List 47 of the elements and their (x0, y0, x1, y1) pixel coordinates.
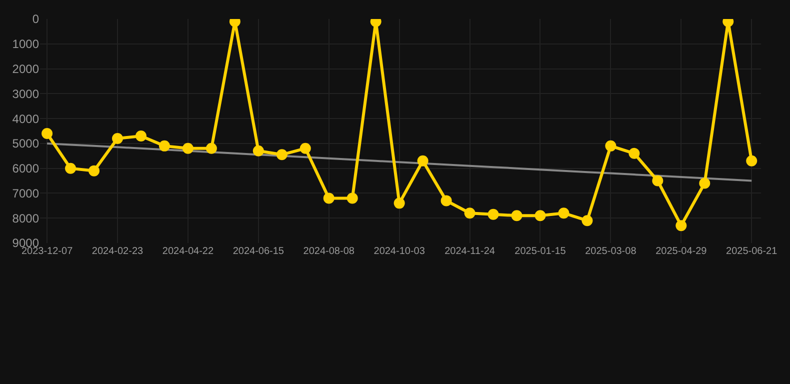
y-tick-label: 4000 (12, 112, 40, 126)
x-tick-label: 2025-03-08 (585, 246, 637, 257)
point (534, 210, 546, 222)
point (488, 208, 499, 220)
y-tick-label: 0 (32, 12, 40, 26)
x-tick-label: 2024-04-22 (162, 246, 214, 257)
point (440, 195, 452, 206)
y-tick-label: 1000 (12, 37, 40, 52)
x-tick-label: 2024-08-08 (303, 246, 355, 257)
point (464, 208, 476, 219)
point (42, 128, 53, 139)
x-tick-label: 2024-06-15 (232, 246, 284, 257)
y-tick-label: 2000 (12, 62, 40, 76)
point (699, 178, 710, 189)
point (112, 132, 123, 144)
point (346, 192, 358, 204)
y-tick-label: 3000 (12, 86, 40, 101)
point (558, 208, 570, 219)
point (158, 140, 170, 152)
x-tick-label: 2024-10-03 (374, 246, 426, 257)
x-tick-label: 2025-06-21 (726, 246, 778, 257)
y-tick-label: 7000 (12, 186, 40, 200)
y-tick-label: 5000 (12, 136, 40, 151)
y-tick-label: 6000 (12, 162, 40, 176)
x-tick-label: 2024-11-24 (444, 246, 496, 257)
x-tick-label: 2025-04-29 (656, 246, 708, 257)
point (676, 220, 687, 232)
point (511, 210, 522, 222)
point (135, 130, 146, 142)
point (276, 149, 288, 160)
point (652, 175, 664, 186)
point (182, 142, 194, 154)
point (300, 142, 311, 154)
point (582, 215, 593, 226)
x-tick-label: 2024-02-23 (92, 246, 144, 257)
point (746, 155, 758, 166)
point (417, 155, 428, 166)
y-tick-label: 8000 (12, 211, 40, 226)
point (65, 162, 76, 174)
point (252, 145, 264, 156)
point (88, 165, 100, 176)
point (206, 142, 217, 154)
x-tick-label: 2025-01-15 (514, 246, 566, 257)
point (605, 140, 616, 152)
point (628, 148, 640, 159)
point (323, 192, 334, 204)
point (394, 198, 405, 209)
